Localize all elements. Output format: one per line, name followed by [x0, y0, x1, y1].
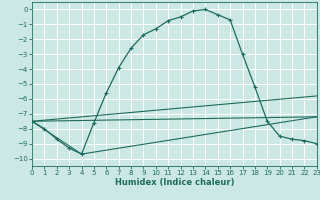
X-axis label: Humidex (Indice chaleur): Humidex (Indice chaleur) [115, 178, 234, 187]
